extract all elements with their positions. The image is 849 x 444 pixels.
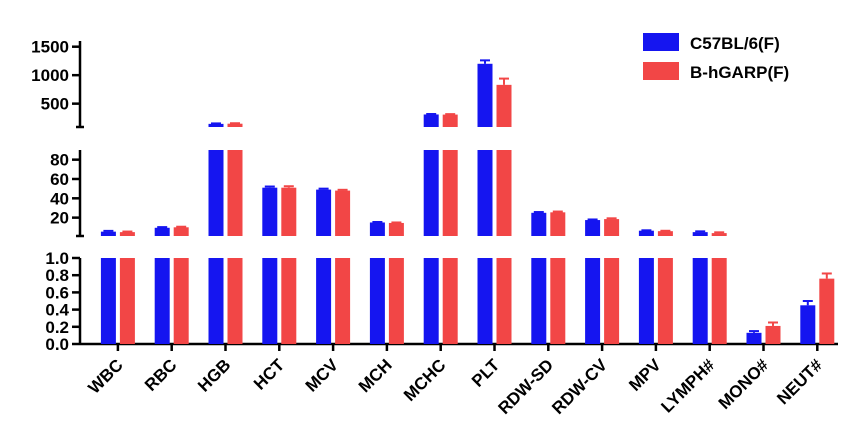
category-label: RDW-CV <box>548 355 611 418</box>
bar <box>423 258 439 344</box>
bar <box>604 219 620 236</box>
category-label: NEUT# <box>773 355 826 408</box>
bar <box>585 220 601 236</box>
y-tick-label: 500 <box>41 95 69 114</box>
legend-label: C57BL/6(F) <box>690 34 780 53</box>
bar <box>388 258 404 344</box>
category-label: MPV <box>625 355 665 395</box>
bar <box>100 231 116 236</box>
y-tick-label: 0.8 <box>45 266 69 285</box>
bar <box>819 278 835 344</box>
y-tick-label: 0.2 <box>45 318 69 337</box>
legend-label: B-hGARP(F) <box>690 63 789 82</box>
bar <box>316 258 332 344</box>
bar <box>657 231 673 236</box>
bar <box>477 258 493 344</box>
bar <box>281 187 297 236</box>
bar <box>550 258 566 344</box>
category-label: RDW-SD <box>495 355 558 418</box>
legend-swatch <box>643 62 679 80</box>
bar <box>585 258 601 344</box>
bar <box>531 212 547 236</box>
bar <box>423 114 439 127</box>
bar <box>442 114 458 127</box>
bar <box>119 258 135 344</box>
bar <box>227 258 243 344</box>
bar <box>692 258 708 344</box>
y-tick-label: 20 <box>50 209 69 228</box>
bar <box>604 258 620 344</box>
y-tick-label: 0.0 <box>45 335 69 354</box>
y-tick-label: 1500 <box>31 38 69 57</box>
bar <box>711 233 727 236</box>
bar <box>281 258 297 344</box>
category-label: MCH <box>355 355 396 396</box>
category-label: WBC <box>85 355 127 397</box>
category-label: MCHC <box>400 355 449 404</box>
category-label: RBC <box>141 355 180 394</box>
bar-groups <box>100 59 835 344</box>
bar <box>638 258 654 344</box>
bar <box>262 258 278 344</box>
y-tick-label: 1000 <box>31 66 69 85</box>
category-label: MCV <box>302 355 343 396</box>
bar <box>765 325 781 344</box>
category-label: HGB <box>194 355 234 395</box>
bar <box>496 150 512 236</box>
bar <box>800 305 816 344</box>
bar <box>316 189 332 236</box>
bar <box>208 258 224 344</box>
bar <box>154 258 170 344</box>
legend: C57BL/6(F) B-hGARP(F) <box>643 33 789 82</box>
y-tick-label: 0.4 <box>45 301 69 320</box>
legend-swatch <box>643 33 679 51</box>
bar <box>154 227 170 236</box>
bar <box>550 212 566 236</box>
bar <box>335 258 351 344</box>
bar <box>477 150 493 236</box>
bar <box>335 190 351 236</box>
bar <box>442 258 458 344</box>
bar <box>531 258 547 344</box>
bar <box>496 84 512 127</box>
bar <box>638 230 654 236</box>
bar <box>496 258 512 344</box>
bar <box>388 222 404 236</box>
bar <box>369 258 385 344</box>
bar <box>746 332 762 344</box>
bar <box>711 258 727 344</box>
bar <box>369 222 385 236</box>
bar <box>442 150 458 236</box>
y-tick-label: 80 <box>50 151 69 170</box>
category-label: MONO# <box>715 355 773 413</box>
bar <box>100 258 116 344</box>
bar <box>173 227 189 236</box>
bar <box>227 123 243 127</box>
bar <box>119 232 135 236</box>
y-tick-label: 60 <box>50 170 69 189</box>
bar <box>173 258 189 344</box>
bar <box>657 258 673 344</box>
bar <box>477 63 493 127</box>
bar <box>262 187 278 236</box>
y-tick-label: 1.0 <box>45 249 69 268</box>
category-label: PLT <box>468 355 504 391</box>
bar <box>227 150 243 236</box>
category-label: LYMPH# <box>657 355 718 416</box>
category-label: HCT <box>250 355 289 394</box>
bar <box>208 150 224 236</box>
bar <box>208 123 224 127</box>
y-tick-label: 40 <box>50 189 69 208</box>
bar <box>423 150 439 236</box>
bar <box>692 232 708 236</box>
y-tick-label: 0.6 <box>45 283 69 302</box>
